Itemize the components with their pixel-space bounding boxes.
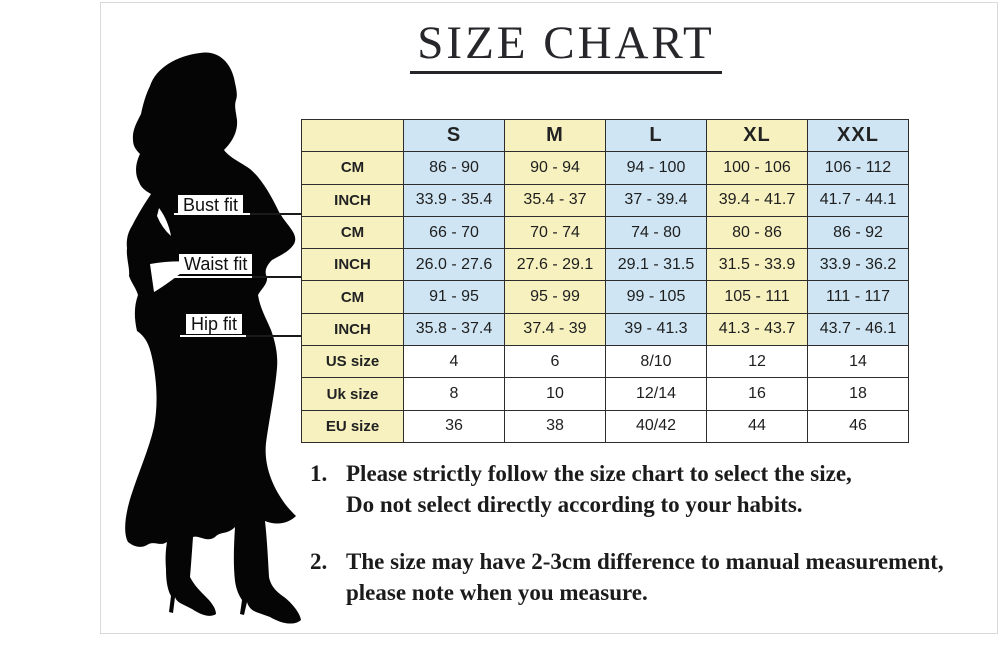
size-col-header: L	[605, 118, 707, 153]
size-cell: 41.3 - 43.7	[706, 312, 808, 347]
table-row: US size 4 6 8/10 12 14	[301, 345, 909, 379]
size-cell: 99 - 105	[605, 280, 707, 314]
size-cell: 86 - 90	[403, 151, 505, 185]
size-cell: 94 - 100	[605, 151, 707, 185]
size-cell: 10	[504, 377, 606, 411]
size-cell: 90 - 94	[504, 151, 606, 185]
note-item-2: 2. The size may have 2-3cm difference to…	[310, 546, 980, 608]
size-cell: 105 - 111	[706, 280, 808, 314]
size-cell: 6	[504, 345, 606, 379]
size-cell: 38	[504, 409, 606, 443]
size-cell: 4	[403, 345, 505, 379]
size-table-body: CM 86 - 90 90 - 94 94 - 100 100 - 106 106 - 1…	[301, 151, 909, 443]
size-cell: 12	[706, 345, 808, 379]
size-col-header: S	[403, 118, 505, 153]
size-cell: 70 - 74	[504, 215, 606, 250]
note-line: The size may have 2-3cm difference to ma…	[346, 549, 944, 574]
size-table-header: S M L XL XXL	[301, 118, 909, 153]
size-cell: 18	[807, 377, 909, 411]
note-item-1: 1. Please strictly follow the size chart…	[310, 458, 980, 520]
table-row: CM 66 - 70 70 - 74 74 - 80 80 - 86 86 - 92	[301, 215, 909, 250]
row-label: CM	[301, 151, 404, 185]
size-cell: 8	[403, 377, 505, 411]
size-cell: 26.0 - 27.6	[403, 248, 505, 282]
row-label: INCH	[301, 248, 404, 282]
hip-connector-line-light	[180, 335, 248, 337]
table-row: CM 86 - 90 90 - 94 94 - 100 100 - 106 106 - 1…	[301, 151, 909, 185]
title-underline	[410, 71, 722, 74]
size-cell: 100 - 106	[706, 151, 808, 185]
size-cell: 35.4 - 37	[504, 183, 606, 217]
size-cell: 33.9 - 35.4	[403, 183, 505, 217]
row-label: CM	[301, 215, 404, 250]
size-cell: 35.8 - 37.4	[403, 312, 505, 347]
page-title: SIZE CHART	[417, 17, 715, 69]
note-text: Please strictly follow the size chart to…	[346, 458, 980, 520]
size-cell: 40/42	[605, 409, 707, 443]
size-col-header: XL	[706, 118, 808, 153]
waist-connector-line-light	[174, 276, 254, 278]
size-col-header: M	[504, 118, 606, 153]
size-cell: 66 - 70	[403, 215, 505, 250]
size-cell: 106 - 112	[807, 151, 909, 185]
size-cell: 27.6 - 29.1	[504, 248, 606, 282]
size-cell: 12/14	[605, 377, 707, 411]
size-cell: 86 - 92	[807, 215, 909, 250]
row-label: INCH	[301, 312, 404, 347]
note-line: Please strictly follow the size chart to…	[346, 461, 852, 486]
notes-section: 1. Please strictly follow the size chart…	[310, 458, 980, 634]
size-cell: 14	[807, 345, 909, 379]
table-row: Uk size 8 10 12/14 16 18	[301, 377, 909, 411]
size-cell: 39.4 - 41.7	[706, 183, 808, 217]
bust-connector-line	[250, 213, 302, 215]
size-cell: 46	[807, 409, 909, 443]
size-cell: 33.9 - 36.2	[807, 248, 909, 282]
corner-cell	[301, 118, 404, 153]
hip-connector-line	[246, 335, 302, 337]
armpit-gap-highlight	[157, 208, 171, 236]
note-number: 1.	[310, 461, 328, 486]
table-row: INCH 33.9 - 35.4 35.4 - 37 37 - 39.4 39.4 - …	[301, 183, 909, 217]
size-cell: 8/10	[605, 345, 707, 379]
waist-fit-label: Waist fit	[179, 254, 253, 274]
size-cell: 31.5 - 33.9	[706, 248, 808, 282]
waist-connector-line	[252, 276, 302, 278]
note-number: 2.	[310, 549, 328, 574]
size-col-header: XXL	[807, 118, 909, 153]
table-row: EU size 36 38 40/42 44 46	[301, 409, 909, 443]
note-line: please note when you measure.	[346, 580, 648, 605]
size-table-header-row: S M L XL XXL	[301, 118, 909, 153]
note-line: Do not select directly according to your…	[346, 492, 803, 517]
row-label: US size	[301, 345, 404, 379]
size-cell: 111 - 117	[807, 280, 909, 314]
bust-fit-label: Bust fit	[178, 195, 244, 215]
table-row: INCH 35.8 - 37.4 37.4 - 39 39 - 41.3 41.3 - …	[301, 312, 909, 347]
table-row: CM 91 - 95 95 - 99 99 - 105 105 - 111 111 - 1…	[301, 280, 909, 314]
size-cell: 44	[706, 409, 808, 443]
row-label: INCH	[301, 183, 404, 217]
row-label: CM	[301, 280, 404, 314]
size-cell: 37 - 39.4	[605, 183, 707, 217]
table-row: INCH 26.0 - 27.6 27.6 - 29.1 29.1 - 31.5 31.…	[301, 248, 909, 282]
size-cell: 95 - 99	[504, 280, 606, 314]
size-cell: 29.1 - 31.5	[605, 248, 707, 282]
size-chart-table: S M L XL XXL CM 86 - 90 90 - 94 94 - 100 100 - 1…	[301, 118, 909, 443]
size-cell: 41.7 - 44.1	[807, 183, 909, 217]
size-cell: 74 - 80	[605, 215, 707, 250]
size-cell: 43.7 - 46.1	[807, 312, 909, 347]
size-cell: 16	[706, 377, 808, 411]
size-cell: 91 - 95	[403, 280, 505, 314]
size-cell: 80 - 86	[706, 215, 808, 250]
size-cell: 36	[403, 409, 505, 443]
note-text: The size may have 2-3cm difference to ma…	[346, 546, 980, 608]
row-label: Uk size	[301, 377, 404, 411]
row-label: EU size	[301, 409, 404, 443]
size-cell: 39 - 41.3	[605, 312, 707, 347]
hip-fit-label: Hip fit	[186, 314, 243, 334]
size-cell: 37.4 - 39	[504, 312, 606, 347]
